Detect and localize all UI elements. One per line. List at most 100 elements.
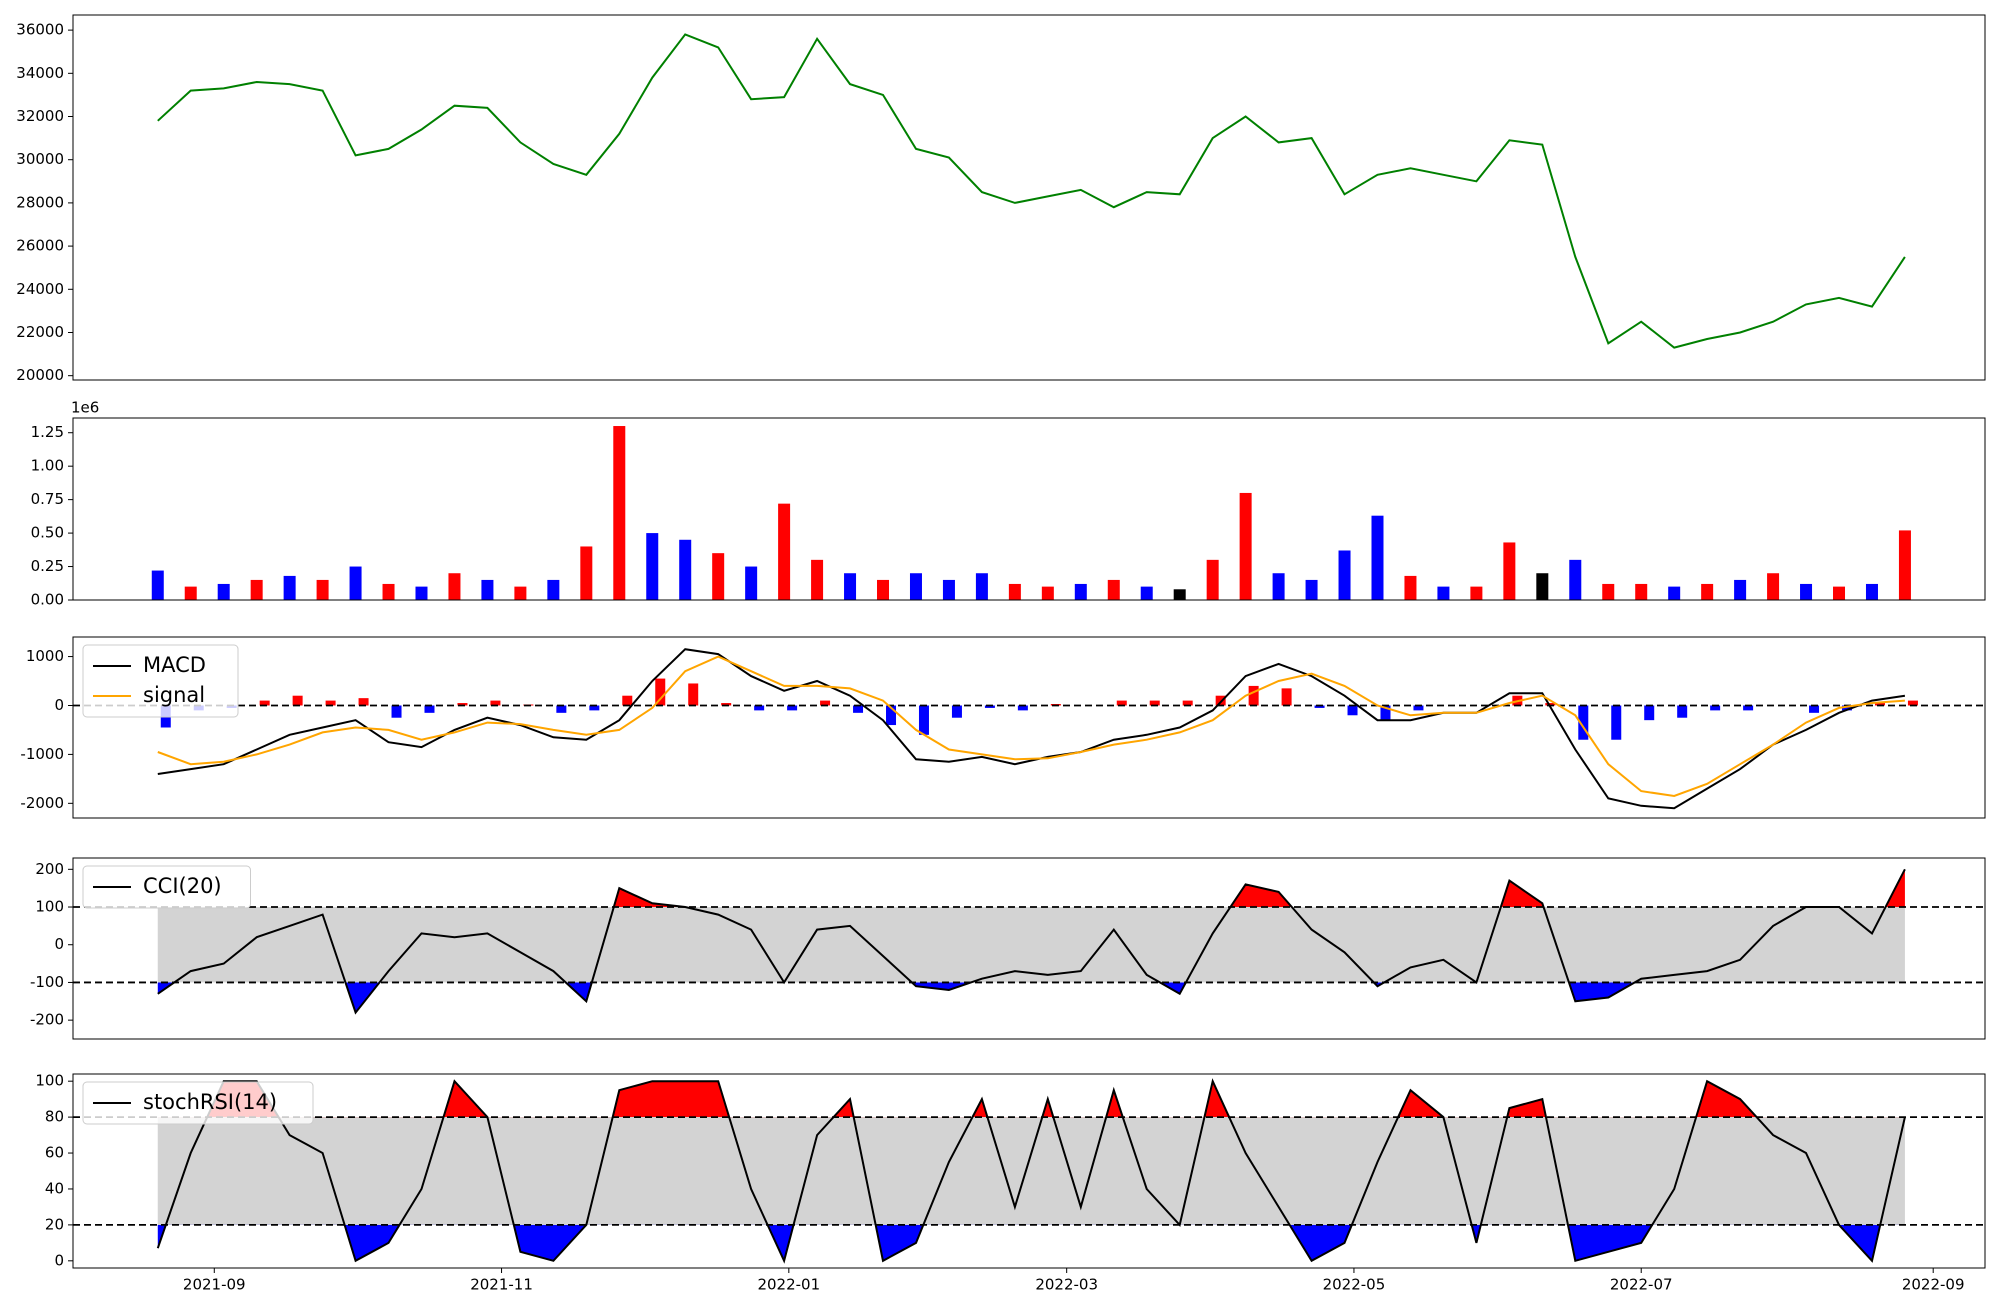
volume-bar	[250, 579, 263, 600]
volume-bar	[1206, 559, 1219, 600]
volume-bar	[283, 575, 296, 600]
histogram-bar	[1149, 700, 1160, 706]
y-tick-label: 20	[45, 1215, 64, 1233]
volume-bar	[1536, 573, 1549, 600]
series-line	[156, 1078, 1906, 1264]
volume-bar	[349, 566, 362, 600]
histogram-bar	[1578, 705, 1589, 740]
volume-bar	[1239, 492, 1252, 600]
histogram-bar	[1611, 705, 1622, 740]
volume-bar	[1041, 586, 1054, 600]
histogram-bar	[424, 705, 435, 713]
histogram-bar	[391, 705, 402, 718]
volume-bar	[1734, 579, 1747, 600]
panel-frame	[72, 1073, 1986, 1269]
volume-bar	[1173, 589, 1186, 600]
volume-bar	[942, 579, 955, 600]
volume-bar	[877, 579, 890, 600]
panel-frame	[72, 417, 1986, 601]
histogram-bar	[1413, 705, 1424, 711]
histogram-bar	[1809, 705, 1820, 713]
volume-bar	[909, 573, 922, 600]
histogram-bar	[556, 705, 567, 713]
y-tick-label: 0.00	[31, 591, 64, 609]
volume-bar	[1470, 586, 1483, 600]
histogram-bar	[886, 705, 897, 726]
volume-bar	[745, 566, 758, 600]
y-tick-label: 0.75	[31, 490, 64, 508]
histogram-bar	[1380, 705, 1391, 721]
volume-bar	[679, 539, 692, 600]
histogram-bar	[325, 700, 336, 706]
histogram-bar	[259, 700, 270, 706]
y-tick-label: 32000	[16, 107, 64, 125]
volume-bar	[844, 573, 857, 600]
plot-area	[73, 868, 1985, 1015]
legend-box	[82, 865, 251, 909]
legend-label: stochRSI(14)	[143, 1090, 277, 1114]
y-tick-label: 36000	[16, 21, 64, 39]
volume-bar	[1898, 530, 1911, 600]
y-tick-label: 80	[45, 1108, 64, 1126]
y-tick-label: 0.50	[31, 524, 64, 542]
histogram-bar	[754, 705, 765, 711]
x-tick-label: 2021-09	[183, 1276, 246, 1294]
volume-bar	[1503, 542, 1516, 600]
volume-bar	[1800, 583, 1813, 600]
volume-bar	[1701, 583, 1714, 600]
panel-frame	[72, 14, 1986, 381]
volume-bar	[778, 503, 791, 600]
series-line	[157, 648, 1906, 810]
histogram-bar	[1644, 705, 1655, 721]
volume-bar	[1338, 550, 1351, 600]
histogram-bar	[1281, 688, 1292, 706]
y-tick-label: 1.25	[31, 423, 64, 441]
plot-area	[151, 426, 1911, 600]
threshold-band	[157, 907, 1905, 983]
histogram-bar	[358, 698, 369, 706]
histogram-bar	[1545, 703, 1556, 706]
histogram-bar	[1215, 695, 1226, 706]
volume-bar	[712, 553, 725, 600]
volume-bar	[811, 559, 824, 600]
plot-area	[73, 1078, 1985, 1264]
y-tick-label: 22000	[16, 323, 64, 341]
volume-bar	[448, 573, 461, 600]
legend-box	[82, 644, 239, 718]
volume-bar	[646, 533, 659, 600]
volume-bar	[613, 426, 626, 600]
volume-bar	[316, 579, 329, 600]
histogram-bar	[721, 703, 732, 706]
histogram-bar	[589, 705, 600, 711]
histogram-bar	[1677, 705, 1688, 718]
series-line	[157, 868, 1906, 1015]
y-tick-label: -1000	[20, 745, 64, 763]
series-line	[157, 33, 1906, 349]
x-tick-label: 2022-09	[1902, 1276, 1965, 1294]
histogram-bar	[688, 683, 699, 706]
volume-bar	[151, 570, 164, 600]
histogram-bar	[1116, 700, 1127, 706]
y-tick-label: 0.25	[31, 557, 64, 575]
volume-bar	[975, 573, 988, 600]
volume-bar	[547, 579, 560, 600]
volume-bar	[1272, 573, 1285, 600]
volume-bar	[382, 583, 395, 600]
volume-bar	[184, 586, 197, 600]
legend-box	[82, 1081, 314, 1125]
histogram-bar	[457, 703, 468, 706]
histogram-bar	[655, 678, 666, 706]
volume-bar	[1008, 583, 1021, 600]
volume-bar	[217, 583, 230, 600]
x-tick-label: 2021-11	[470, 1276, 533, 1294]
y-tick-label: 0	[54, 935, 64, 953]
fill-above	[157, 1081, 1905, 1118]
threshold-band	[157, 1117, 1905, 1225]
volume-bar	[1865, 583, 1878, 600]
legend-label: CCI(20)	[143, 874, 222, 898]
y-tick-label: 30000	[16, 150, 64, 168]
histogram-bar	[787, 705, 798, 711]
volume-bar	[1437, 586, 1450, 600]
x-tick-label: 2022-05	[1323, 1276, 1386, 1294]
